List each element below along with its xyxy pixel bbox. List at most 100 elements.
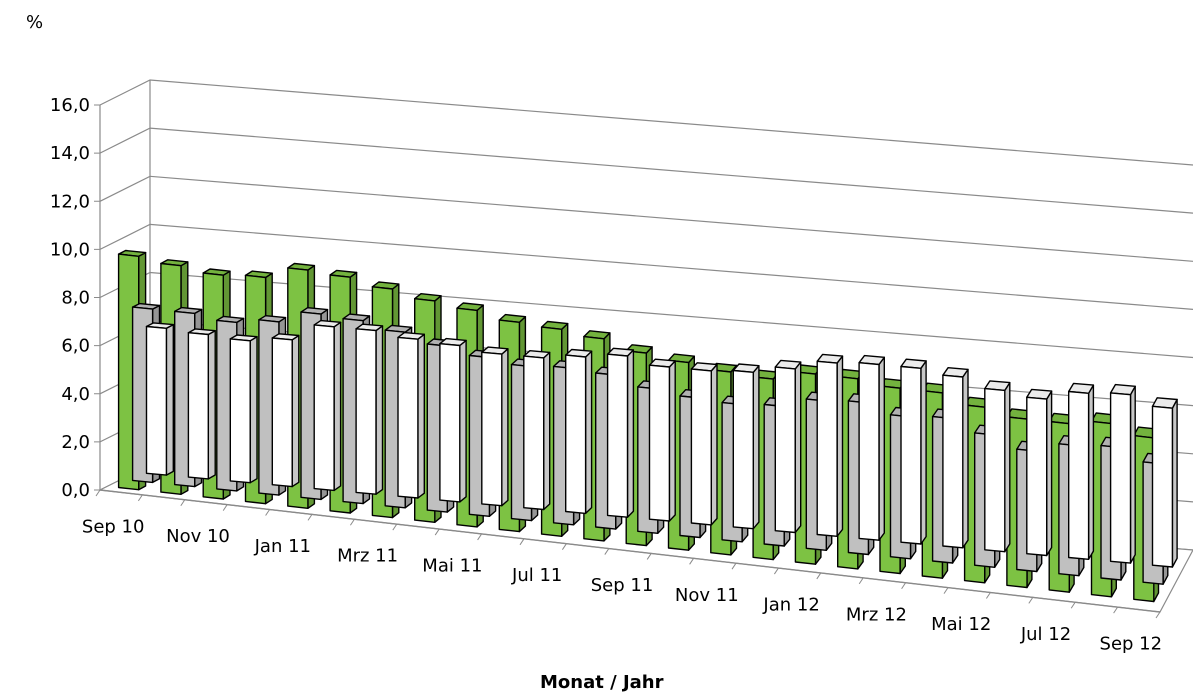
bar: [145, 322, 175, 476]
bar-face: [523, 355, 545, 511]
bar: [606, 347, 635, 518]
x-tick-label: Mai 11: [422, 555, 482, 576]
bar-face: [1045, 390, 1053, 557]
bar-face: [648, 364, 671, 522]
bar: [1151, 397, 1178, 568]
x-tick-label: Sep 10: [82, 516, 145, 537]
bar: [900, 358, 927, 545]
bar-face: [1026, 396, 1048, 557]
y-tick-label: 16,0: [50, 95, 90, 116]
bar: [523, 350, 551, 511]
bar: [984, 380, 1011, 553]
bar: [565, 348, 593, 515]
x-tick-mark: [307, 514, 313, 521]
y-tick-label: 8,0: [61, 288, 90, 309]
x-tick-mark: [561, 543, 567, 550]
bar-face: [710, 363, 718, 526]
bar-face: [355, 328, 377, 495]
x-tick-label: Mrz 12: [846, 604, 907, 625]
x-tick-label: Mai 12: [931, 614, 991, 635]
x-tick-label: Mrz 11: [337, 546, 398, 567]
x-tick-mark: [604, 548, 610, 555]
x-tick-mark: [1155, 611, 1161, 619]
bar: [229, 334, 258, 484]
bar-face: [984, 387, 1006, 553]
bar-face: [794, 361, 802, 534]
bar-face: [900, 365, 922, 545]
bar: [942, 367, 969, 549]
x-tick-mark: [95, 489, 101, 497]
bar-face: [942, 374, 964, 549]
bar-face: [1129, 385, 1136, 564]
bar-face: [271, 337, 293, 488]
bar-face: [606, 353, 629, 518]
bar: [271, 333, 300, 488]
y-tick-label: 14,0: [50, 143, 90, 164]
y-tick-label: 12,0: [50, 191, 90, 212]
bar-face: [459, 339, 467, 503]
x-tick-mark: [349, 519, 355, 526]
bar-face: [1004, 381, 1011, 553]
bar: [774, 359, 802, 534]
x-tick-mark: [985, 592, 991, 599]
bar: [816, 353, 844, 537]
bar-face: [752, 365, 760, 530]
bar-face: [187, 332, 210, 480]
bar: [439, 337, 467, 503]
x-tick-mark: [646, 553, 652, 560]
x-tick-mark: [392, 523, 398, 531]
bar: [858, 354, 885, 541]
bar-face: [501, 348, 509, 507]
bar-face: [207, 330, 216, 480]
bar: [648, 358, 676, 522]
bar-face: [920, 360, 927, 545]
bar-face: [397, 336, 419, 499]
bar-face: [774, 366, 796, 534]
y-tick-label: 6,0: [61, 336, 90, 357]
bar: [1109, 383, 1136, 564]
x-tick-mark: [943, 587, 949, 594]
x-tick-label: Jul 12: [1020, 624, 1071, 645]
bar-face: [1171, 398, 1178, 568]
x-tick-label: Jan 11: [254, 536, 311, 557]
bar-face: [836, 355, 844, 537]
bar-face: [165, 323, 175, 476]
y-tick-label: 2,0: [61, 432, 90, 453]
bar: [1067, 382, 1095, 560]
bar: [481, 346, 509, 507]
x-tick-mark: [265, 509, 271, 516]
x-tick-mark: [1070, 601, 1076, 609]
bar-face: [626, 349, 635, 518]
bar: [313, 319, 342, 492]
x-tick-label: Nov 11: [675, 585, 739, 606]
bar-face: [858, 362, 880, 541]
bar-face: [1087, 384, 1095, 560]
x-axis-title: Monat / Jahr: [540, 672, 664, 693]
bar-face: [732, 369, 754, 530]
bar-face: [816, 360, 838, 537]
x-tick-label: Sep 11: [591, 575, 654, 596]
y-tick-label: 10,0: [50, 239, 90, 260]
x-tick-mark: [858, 577, 864, 585]
x-tick-mark: [137, 494, 143, 502]
x-tick-mark: [731, 562, 737, 570]
bar-face: [1067, 390, 1090, 560]
bar-face: [962, 368, 969, 549]
bar: [1026, 388, 1053, 557]
bar-face: [481, 351, 503, 507]
x-tick-label: Jul 11: [511, 565, 562, 586]
x-tick-mark: [901, 582, 907, 589]
y-tick-label: 0,0: [61, 480, 90, 501]
bar-face: [145, 325, 168, 476]
bar-face: [375, 325, 384, 495]
x-tick-mark: [180, 499, 186, 507]
bar-face: [1151, 405, 1174, 568]
bar-face: [543, 351, 551, 511]
bar-face: [417, 333, 425, 499]
bar-face: [565, 354, 587, 515]
x-axis-line: [99, 489, 1161, 613]
x-tick-mark: [434, 528, 440, 536]
bar: [732, 363, 760, 530]
bar-face: [313, 324, 335, 492]
